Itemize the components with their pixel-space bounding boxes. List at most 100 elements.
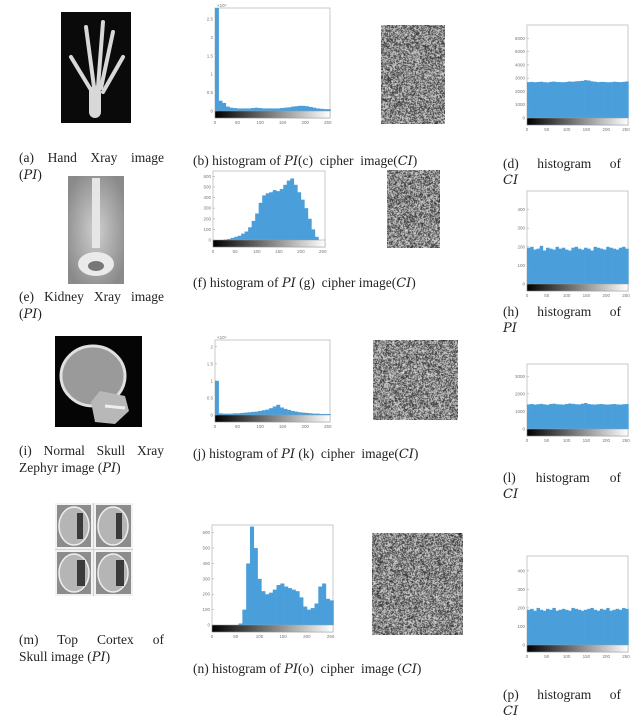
histogram-bar <box>251 412 255 415</box>
histogram-bar <box>237 108 241 111</box>
histogram-bar <box>291 411 295 415</box>
histogram-bar <box>292 590 296 625</box>
histogram-bar <box>552 82 555 118</box>
grayscale-colorbar <box>213 240 325 247</box>
x-tick-label: 150 <box>279 424 287 429</box>
caption-i: (i) Normal Skull Xray Zephyr image (PI) <box>19 442 164 477</box>
histogram-bar <box>312 108 316 111</box>
histogram-bar <box>266 193 270 240</box>
histogram-bar <box>291 107 295 111</box>
histogram-bar <box>280 189 284 240</box>
grayscale-colorbar <box>215 415 330 422</box>
y-tick-label: 3000 <box>515 374 526 379</box>
y-tick-label: 0 <box>208 238 211 243</box>
x-tick-label: 150 <box>275 249 283 254</box>
y-tick-label: 0 <box>522 282 525 287</box>
x-tick-label: 200 <box>303 634 311 639</box>
histogram-bar <box>575 247 578 284</box>
histogram-bar <box>584 610 587 645</box>
histogram-bar <box>287 181 291 240</box>
y-tick-label: 100 <box>202 607 210 612</box>
histogram-bar <box>283 185 287 240</box>
histogram-bar <box>578 249 581 284</box>
x-tick-label: 150 <box>583 293 591 298</box>
x-tick-label: 200 <box>602 127 610 132</box>
histogram-p: 01002003004000 50 100 150 200 250 <box>527 556 628 660</box>
histogram-bar <box>273 108 277 111</box>
histogram-bar <box>600 404 603 429</box>
histogram-bar <box>273 190 277 240</box>
histogram-bar <box>280 583 284 625</box>
x-tick-label: 150 <box>279 120 287 125</box>
y-tick-label: 0 <box>522 116 525 121</box>
histogram-bar <box>565 82 568 118</box>
histogram-bar <box>546 405 549 429</box>
caption-j: (j) histogram of PI <box>193 446 295 461</box>
x-tick-label: 150 <box>279 634 287 639</box>
y-tick-label: 400 <box>202 561 210 566</box>
y-tick-label: 2000 <box>515 89 526 94</box>
histogram-bar <box>625 404 628 429</box>
caption-d: (d) histogram of CI <box>503 155 621 189</box>
histogram-bar <box>622 247 625 284</box>
histogram-bar <box>323 109 327 111</box>
grayscale-colorbar <box>527 429 628 436</box>
y-tick-label: 1000 <box>515 102 526 107</box>
caption-f: (f) histogram of PI <box>193 275 296 290</box>
x-tick-label: 0 <box>526 654 529 659</box>
histogram-bar <box>549 249 552 284</box>
y-exponent-label: ×10⁴ <box>217 3 227 8</box>
histogram-bar <box>597 611 600 645</box>
histogram-bar <box>568 81 571 118</box>
y-tick-label: 0 <box>207 623 210 628</box>
histogram-bar <box>537 608 540 645</box>
histogram-bar <box>298 106 302 111</box>
histogram-bar <box>575 81 578 118</box>
histogram-bar <box>530 609 533 645</box>
histogram-bar <box>287 410 291 415</box>
histogram-bar <box>540 610 543 645</box>
histogram-bar <box>581 404 584 429</box>
histogram-bar <box>568 611 571 645</box>
histogram-bar <box>245 232 249 240</box>
histogram-bar <box>590 404 593 429</box>
histogram-bar <box>603 250 606 284</box>
grayscale-colorbar <box>527 284 628 291</box>
histogram-bar <box>269 108 273 111</box>
histogram-bar <box>322 583 326 625</box>
y-tick-label: 400 <box>517 568 525 573</box>
y-tick-label: 100 <box>517 624 525 629</box>
histogram-bar <box>616 609 619 645</box>
y-tick-label: 0.5 <box>207 395 214 400</box>
histogram-bar <box>578 404 581 429</box>
histogram-bar <box>581 611 584 645</box>
histogram-n: 01002003004005006000 50 100 150 200 250 <box>212 525 333 640</box>
histogram-bar <box>587 249 590 284</box>
caption-f-g: (f) histogram of PI (g) cipher image(CI) <box>193 274 416 292</box>
histogram-bar <box>266 108 270 111</box>
grayscale-colorbar <box>527 645 628 652</box>
histogram-bar <box>575 609 578 645</box>
histogram-bar <box>284 587 288 625</box>
histogram-bar <box>307 610 311 625</box>
histogram-bar <box>244 413 248 415</box>
histogram-bar <box>587 81 590 118</box>
histogram-bar <box>562 248 565 284</box>
histogram-bar <box>606 247 609 284</box>
x-tick-label: 100 <box>253 249 261 254</box>
y-tick-label: 1.5 <box>207 361 214 366</box>
histogram-bar <box>565 610 568 645</box>
x-tick-label: 100 <box>256 424 264 429</box>
histogram-bar <box>255 412 259 415</box>
x-tick-label: 200 <box>602 293 610 298</box>
x-tick-label: 250 <box>324 120 332 125</box>
histogram-bar <box>613 404 616 429</box>
hand-xray-image <box>61 12 131 123</box>
histogram-bar <box>309 413 313 415</box>
y-tick-label: 300 <box>202 576 210 581</box>
histogram-bar <box>280 108 284 111</box>
histogram-bar <box>559 610 562 645</box>
x-tick-label: 100 <box>256 120 264 125</box>
histogram-bar <box>540 246 543 284</box>
y-tick-label: 0.5 <box>207 90 214 95</box>
